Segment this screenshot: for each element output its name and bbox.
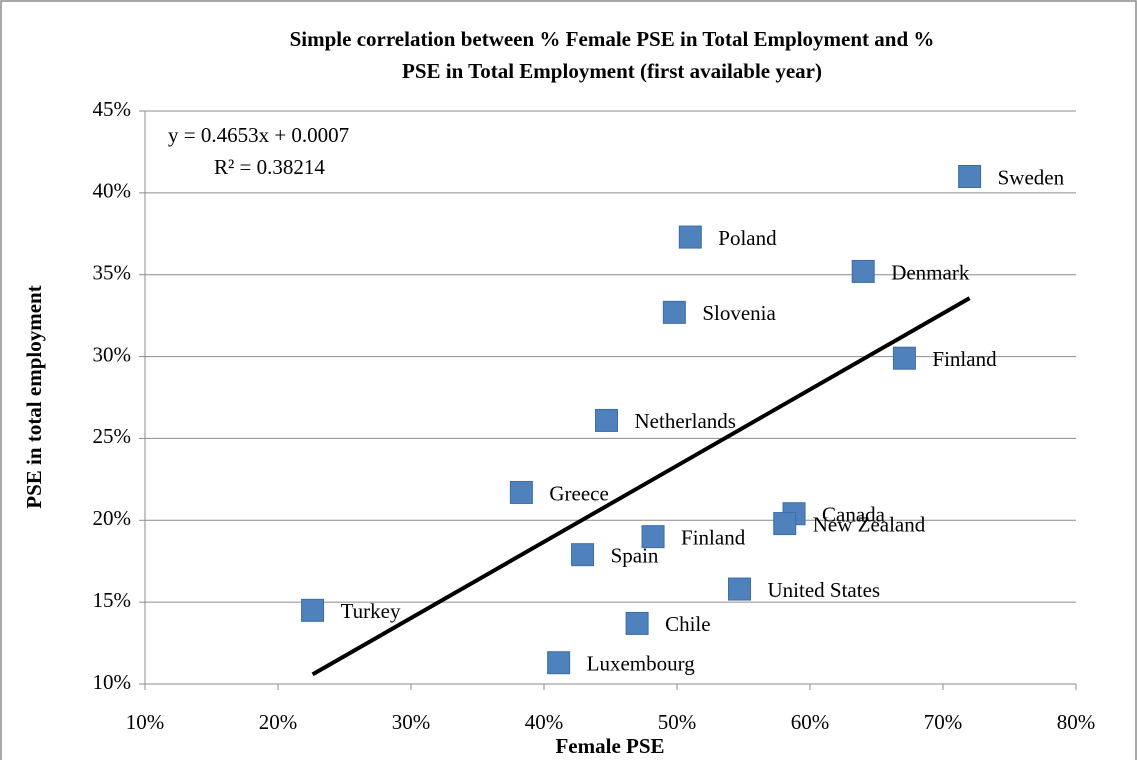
y-tick-label: 45% (93, 97, 132, 121)
chart-title: PSE in Total Employment (first available… (402, 59, 822, 83)
point-label: Netherlands (635, 409, 736, 433)
y-tick-label: 25% (93, 424, 132, 448)
y-tick-label: 35% (93, 261, 132, 285)
x-tick-label: 60% (791, 710, 830, 734)
y-tick-label: 40% (93, 179, 132, 203)
scatter-point (892, 346, 916, 370)
chart-title: Simple correlation between % Female PSE … (290, 27, 935, 51)
scatter-point (678, 225, 702, 249)
y-tick-label: 15% (93, 588, 132, 612)
y-tick-label: 10% (93, 670, 132, 694)
point-label: Poland (718, 226, 777, 250)
scatter-point (958, 164, 982, 188)
x-tick-label: 80% (1057, 710, 1096, 734)
trendline-equation: y = 0.4653x + 0.0007 (168, 123, 349, 147)
x-tick-label: 40% (525, 710, 564, 734)
point-label: Finland (681, 525, 746, 549)
point-label: Greece (549, 481, 608, 505)
x-tick-label: 20% (259, 710, 298, 734)
y-tick-label: 20% (93, 506, 132, 530)
x-tick-label: 50% (658, 710, 697, 734)
x-axis-title: Female PSE (555, 734, 664, 758)
point-label: New Zealand (813, 512, 926, 536)
point-label: Finland (932, 347, 997, 371)
point-label: United States (768, 578, 881, 602)
scatter-point (571, 543, 595, 567)
y-tick-label: 30% (93, 342, 132, 366)
scatter-point (773, 512, 797, 536)
scatter-point (625, 611, 649, 635)
point-label: Turkey (341, 599, 401, 623)
scatter-point (301, 598, 325, 622)
trendline (311, 296, 971, 677)
scatter-point (641, 525, 665, 549)
scatter-point (728, 577, 752, 601)
point-label: Canada (822, 503, 886, 527)
trendline-r-squared: R² = 0.38214 (214, 155, 325, 179)
x-tick-label: 70% (924, 710, 963, 734)
x-tick-label: 30% (392, 710, 431, 734)
point-label: Denmark (891, 260, 970, 284)
scatter-point (509, 480, 533, 504)
point-label: Spain (611, 543, 659, 567)
scatter-point (662, 300, 686, 324)
point-label: Slovenia (702, 301, 776, 325)
scatter-point (851, 259, 875, 283)
point-label: Luxembourg (587, 652, 696, 676)
scatter-point (547, 651, 571, 675)
scatter-point (595, 408, 619, 432)
x-tick-label: 10% (126, 710, 165, 734)
y-axis-title: PSE in total employment (22, 285, 46, 508)
point-label: Chile (665, 612, 711, 636)
point-label: Sweden (998, 165, 1065, 189)
